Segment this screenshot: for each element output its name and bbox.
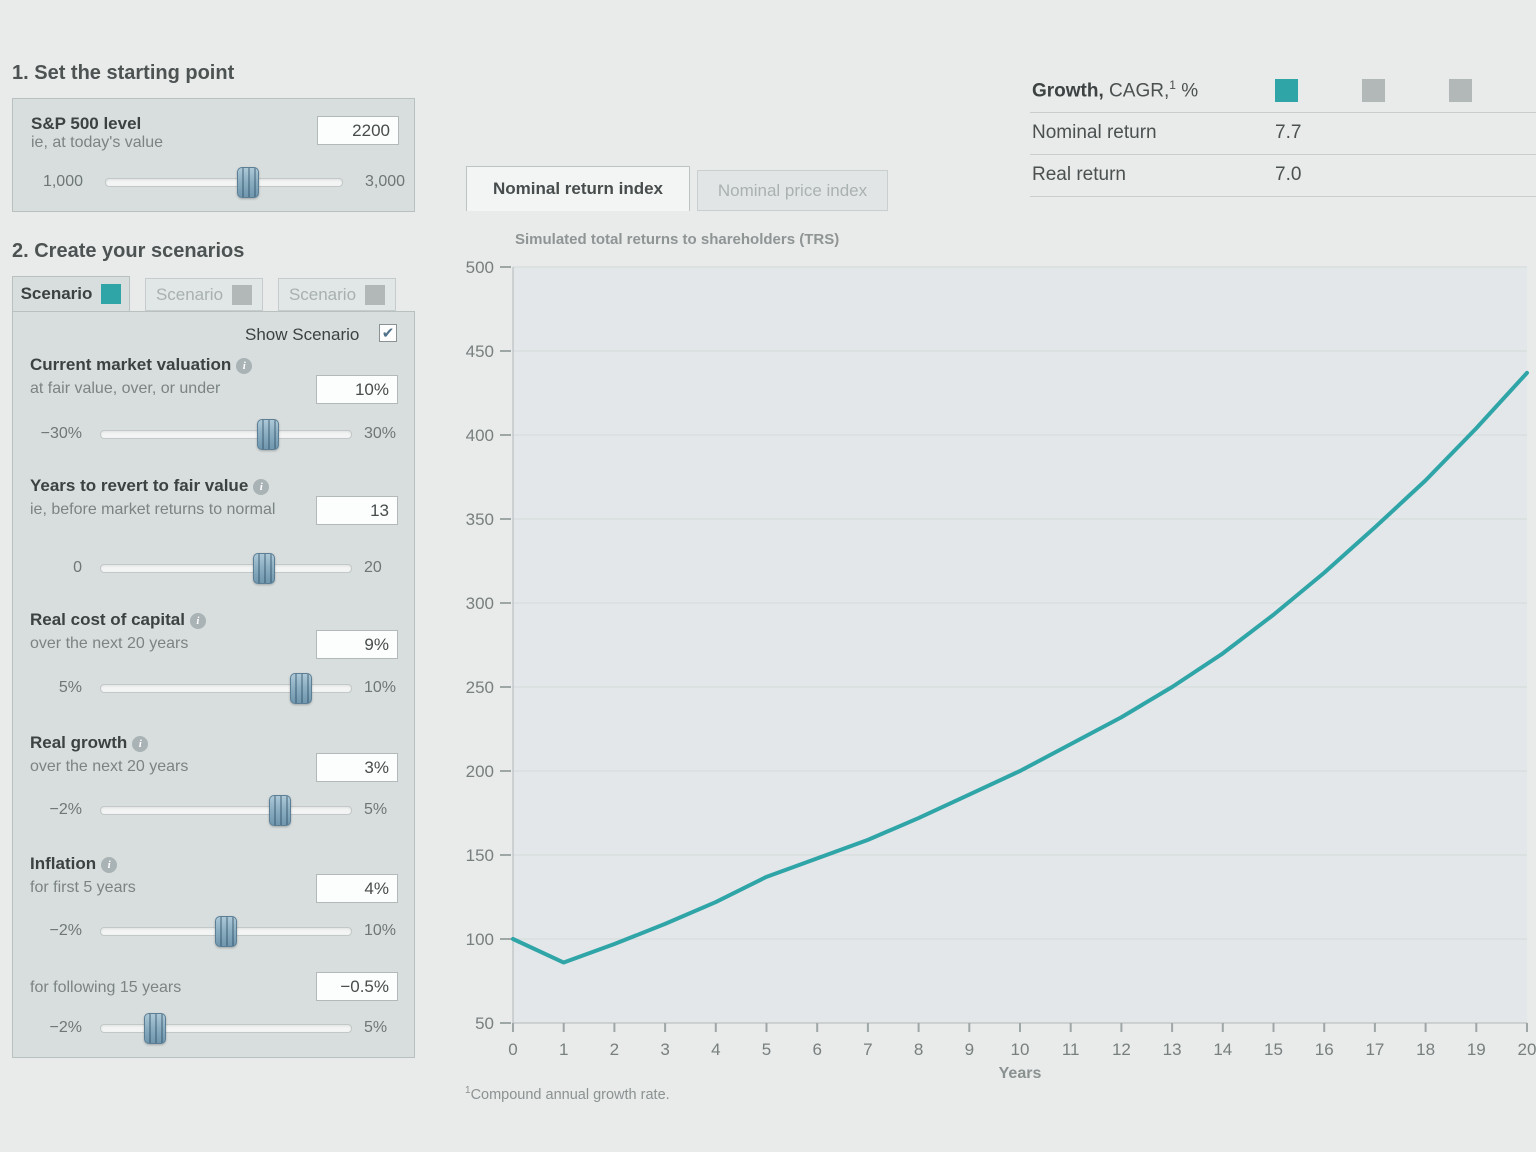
- x-tick-label: 16: [1315, 1040, 1334, 1059]
- section-title-create-scenarios: 2. Create your scenarios: [12, 240, 245, 262]
- plot-area: [513, 267, 1527, 1023]
- y-tick-label: 500: [466, 258, 494, 277]
- inflation-first-5-years-slider-track[interactable]: [100, 916, 352, 947]
- summary-table-header: Growth, CAGR,1 %: [1032, 78, 1199, 102]
- y-tick-label: 100: [466, 930, 494, 949]
- real-growth-slider-handle[interactable]: [268, 795, 291, 826]
- param-real-cost-of-capital: Real cost of capital i over the next 20 y…: [12, 602, 415, 722]
- x-tick-label: 11: [1062, 1040, 1080, 1059]
- sp500-slider-min: 1,000: [42, 173, 83, 190]
- real-growth-slider-track[interactable]: [100, 795, 352, 826]
- sp500-slider-handle[interactable]: [236, 167, 259, 198]
- x-tick-label: 4: [711, 1040, 720, 1059]
- summary-nominal-return-value: 7.7: [1275, 122, 1302, 143]
- x-tick-label: 15: [1264, 1040, 1283, 1059]
- x-tick-label: 6: [812, 1040, 821, 1059]
- y-tick-label: 50: [475, 1014, 494, 1033]
- info-icon[interactable]: i: [236, 358, 253, 374]
- chart-footnote: 1Compound annual growth rate.: [465, 1085, 670, 1103]
- check-icon: ✔: [381, 325, 395, 342]
- info-icon[interactable]: i: [101, 857, 118, 873]
- real-cost-of-capital-input[interactable]: [316, 630, 398, 659]
- current-market-valuation-slider-handle[interactable]: [256, 419, 279, 450]
- years-to-revert-slider-track[interactable]: [100, 553, 352, 584]
- current-market-valuation-input[interactable]: [316, 375, 398, 404]
- inflation-first-5-years-input[interactable]: [316, 874, 398, 903]
- x-axis-label: Years: [999, 1065, 1042, 1082]
- x-tick-label: 8: [914, 1040, 923, 1059]
- x-tick-label: 14: [1213, 1040, 1232, 1059]
- param-years-to-revert: Years to revert to fair value i ie, befor…: [12, 468, 415, 588]
- param-inflation-following-15-years: for following 15 years −2% 5%: [12, 966, 415, 1086]
- x-tick-label: 18: [1416, 1040, 1435, 1059]
- inflation-following-15-years-slider-handle[interactable]: [143, 1013, 166, 1044]
- sp500-label: S&P 500 level ie, at today's value: [31, 114, 164, 151]
- y-tick-label: 150: [466, 846, 494, 865]
- y-tick-label: 450: [466, 342, 494, 361]
- tab-scenario-1[interactable]: Scenario: [12, 276, 130, 311]
- sp500-input[interactable]: [317, 116, 399, 145]
- x-tick-label: 1: [559, 1040, 568, 1059]
- summary-row-nominal-return-label: Nominal return: [1032, 122, 1157, 143]
- real-cost-of-capital-slider-track[interactable]: [100, 673, 352, 704]
- tab-nominal-return-index[interactable]: Nominal return index: [466, 166, 690, 211]
- real-cost-of-capital-slider-handle[interactable]: [290, 673, 312, 704]
- inflation-first-5-years-slider-handle[interactable]: [215, 916, 237, 947]
- summary-divider: [1030, 112, 1536, 113]
- info-icon[interactable]: i: [253, 479, 270, 495]
- summary-divider: [1030, 154, 1536, 155]
- years-to-revert-slider-handle[interactable]: [252, 553, 275, 584]
- y-tick-label: 200: [466, 762, 494, 781]
- inflation-following-15-years-input[interactable]: [316, 972, 398, 1001]
- scenario-2-color-swatch: [232, 284, 253, 305]
- info-icon[interactable]: i: [189, 613, 206, 629]
- y-tick-label: 300: [466, 594, 494, 613]
- show-scenario-label: Show Scenario: [245, 325, 360, 344]
- x-tick-label: 3: [660, 1040, 669, 1059]
- tab-scenario-3[interactable]: Scenario: [278, 278, 396, 311]
- real-growth-input[interactable]: [316, 753, 398, 782]
- scenario-3-color-swatch: [365, 284, 386, 305]
- x-tick-label: 12: [1112, 1040, 1131, 1059]
- inflation-following-15-years-slider-track[interactable]: [100, 1013, 352, 1044]
- chart-title: Simulated total returns to shareholders …: [515, 231, 840, 248]
- trs-line: [511, 370, 1529, 965]
- legend-swatch-scenario-1: [1275, 79, 1298, 102]
- show-scenario-checkbox[interactable]: ✔: [379, 324, 397, 342]
- sp500-slider-track[interactable]: [105, 167, 343, 198]
- x-tick-label: 19: [1467, 1040, 1486, 1059]
- tab-nominal-price-index[interactable]: Nominal price index: [697, 170, 888, 211]
- x-tick-label: 5: [762, 1040, 771, 1059]
- x-tick-label: 7: [863, 1040, 872, 1059]
- y-tick-label: 400: [466, 426, 494, 445]
- param-current-market-valuation: Current market valuation i at fair value,…: [12, 347, 415, 467]
- info-icon[interactable]: i: [132, 736, 149, 752]
- section-title-starting-point: 1. Set the starting point: [12, 62, 235, 84]
- x-tick-label: 9: [965, 1040, 974, 1059]
- x-tick-label: 0: [508, 1040, 517, 1059]
- summary-row-real-return-label: Real return: [1032, 164, 1126, 185]
- x-tick-label: 10: [1011, 1040, 1030, 1059]
- legend-swatch-scenario-3: [1449, 79, 1472, 102]
- y-tick-label: 350: [466, 510, 494, 529]
- years-to-revert-input[interactable]: [316, 496, 398, 525]
- current-market-valuation-slider-track[interactable]: [100, 419, 352, 450]
- summary-divider: [1030, 196, 1536, 197]
- starting-point-panel: S&P 500 level ie, at today's value 1,000…: [12, 98, 415, 212]
- x-tick-label: 20: [1518, 1040, 1536, 1059]
- x-tick-label: 2: [610, 1040, 619, 1059]
- scenario-1-color-swatch: [101, 284, 122, 304]
- sp500-slider-max: 3,000: [365, 173, 406, 190]
- summary-real-return-value: 7.0: [1275, 164, 1302, 185]
- x-tick-label: 17: [1365, 1040, 1384, 1059]
- x-tick-label: 13: [1163, 1040, 1182, 1059]
- tab-scenario-2[interactable]: Scenario: [145, 278, 263, 311]
- y-tick-label: 250: [466, 678, 494, 697]
- legend-swatch-scenario-2: [1362, 79, 1385, 102]
